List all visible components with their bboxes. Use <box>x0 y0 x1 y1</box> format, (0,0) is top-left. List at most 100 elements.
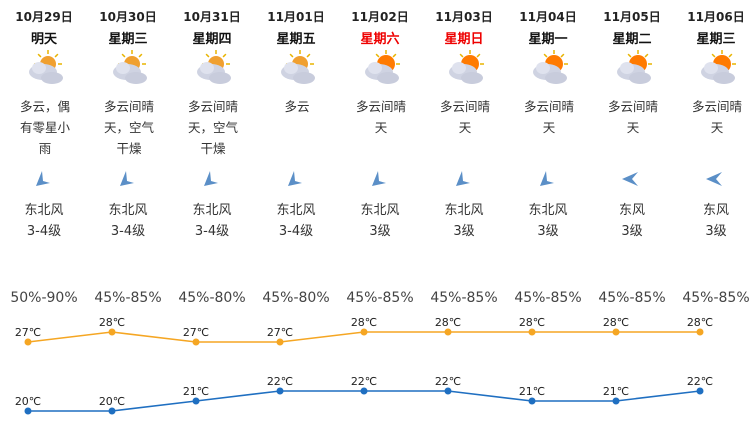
high-temp-label: 28℃ <box>99 316 125 329</box>
wind-info: 东北风 3-4级 <box>86 200 170 242</box>
date-label: 11月04日 <box>519 10 577 24</box>
weekday-label: 星期三 <box>108 32 148 47</box>
low-temp-label: 22℃ <box>351 375 377 388</box>
humidity: 45%-85% <box>514 290 582 306</box>
weekday-label: 星期五 <box>276 32 316 47</box>
date-label: 11月01日 <box>267 10 325 24</box>
high-temp-point <box>276 338 284 346</box>
wind-direction: 东风 <box>618 203 645 218</box>
humidity: 45%-85% <box>682 290 750 306</box>
humidity: 45%-85% <box>346 290 414 306</box>
low-temp-point <box>360 387 368 395</box>
humidity: 45%-80% <box>262 290 330 306</box>
wind-direction: 东北风 <box>360 203 400 218</box>
wind-info: 东北风 3级 <box>422 200 506 242</box>
high-temp-label: 27℃ <box>183 326 209 339</box>
sunny-cloudy-icon <box>533 50 568 84</box>
humidity: 45%-85% <box>94 290 162 306</box>
wind-direction-icon <box>288 171 302 186</box>
wind-direction-icon <box>36 171 50 186</box>
weekday-label: 星期二 <box>612 32 652 47</box>
high-temp-point <box>696 328 704 336</box>
wind-level: 3级 <box>705 224 727 239</box>
weekday-label: 星期日 <box>444 32 484 47</box>
wind-direction-icon <box>456 171 470 186</box>
date-label: 11月06日 <box>687 10 745 24</box>
date-label: 10月31日 <box>183 10 241 24</box>
low-temp-point <box>276 387 284 395</box>
wind-info: 东北风 3级 <box>506 200 590 242</box>
high-temp-label: 27℃ <box>267 326 293 339</box>
wind-direction-icon <box>120 171 134 186</box>
low-temp-point <box>444 387 452 395</box>
wind-direction-icon <box>706 172 722 186</box>
low-temp-point <box>696 387 704 395</box>
low-temp-point <box>24 407 32 415</box>
low-temp-point <box>612 397 620 405</box>
wind-info: 东北风 3-4级 <box>2 200 86 242</box>
humidity: 45%-85% <box>598 290 666 306</box>
wind-info: 东北风 3级 <box>338 200 422 242</box>
weekday-label: 星期一 <box>528 32 568 47</box>
wind-level: 3-4级 <box>26 224 62 239</box>
low-temp-label: 20℃ <box>99 395 125 408</box>
sunny-cloudy-icon <box>365 50 400 84</box>
wind-level: 3级 <box>453 224 475 239</box>
wind-direction-icon <box>540 171 554 186</box>
weather-description: 多云间晴天 <box>355 99 406 135</box>
humidity: 50%-90% <box>10 290 78 306</box>
wind-info: 东风 3级 <box>674 200 754 242</box>
wind-direction: 东北风 <box>276 203 316 218</box>
date-label: 10月29日 <box>15 10 73 24</box>
wind-info: 东北风 3-4级 <box>254 200 338 242</box>
low-temp-point <box>192 397 200 405</box>
wind-level: 3级 <box>537 224 559 239</box>
high-temp-label: 28℃ <box>603 316 629 329</box>
weather-description: 多云间晴天 <box>439 99 490 135</box>
humidity: 45%-80% <box>178 290 246 306</box>
wind-info: 东北风 3-4级 <box>170 200 254 242</box>
date-label: 11月03日 <box>435 10 493 24</box>
sunny-cloudy-icon <box>617 50 652 84</box>
high-temp-point <box>444 328 452 336</box>
high-temp-label: 27℃ <box>15 326 41 339</box>
low-temp-point <box>528 397 536 405</box>
wind-direction: 东北风 <box>192 203 232 218</box>
low-temp-label: 21℃ <box>603 385 629 398</box>
partly-cloudy-icon <box>281 50 315 84</box>
high-temp-label: 28℃ <box>687 316 713 329</box>
high-temp-point <box>24 338 32 346</box>
wind-direction: 东北风 <box>24 203 64 218</box>
weather-description: 多云间晴天 <box>523 99 574 135</box>
high-temp-point <box>612 328 620 336</box>
weekday-label: 明天 <box>30 32 57 47</box>
high-temp-point <box>108 328 116 336</box>
weather-description: 多云间晴天 <box>607 99 658 135</box>
low-temp-label: 20℃ <box>15 395 41 408</box>
wind-level: 3-4级 <box>194 224 230 239</box>
weekday-label: 星期六 <box>360 32 400 47</box>
weather-description: 多云 <box>284 99 310 114</box>
wind-direction-icon <box>622 172 638 186</box>
date-label: 11月02日 <box>351 10 409 24</box>
high-temp-point <box>528 328 536 336</box>
date-label: 11月05日 <box>603 10 661 24</box>
wind-info: 东风 3级 <box>590 200 674 242</box>
humidity: 45%-85% <box>430 290 498 306</box>
sunny-cloudy-icon <box>449 50 484 84</box>
wind-direction: 东风 <box>702 203 729 218</box>
weekday-label: 星期三 <box>696 32 736 47</box>
low-temp-label: 22℃ <box>435 375 461 388</box>
wind-direction: 东北风 <box>108 203 148 218</box>
sunny-cloudy-icon <box>701 50 736 84</box>
weather-description: 多云，偶有零星小雨 <box>19 99 70 156</box>
partly-cloudy-icon <box>113 50 147 84</box>
high-temp-label: 28℃ <box>435 316 461 329</box>
weather-description: 多云间晴天，空气干燥 <box>187 99 238 156</box>
wind-direction: 东北风 <box>528 203 568 218</box>
wind-level: 3级 <box>369 224 391 239</box>
low-temp-point <box>108 407 116 415</box>
wind-direction-icon <box>204 171 218 186</box>
weekday-label: 星期四 <box>192 32 232 47</box>
